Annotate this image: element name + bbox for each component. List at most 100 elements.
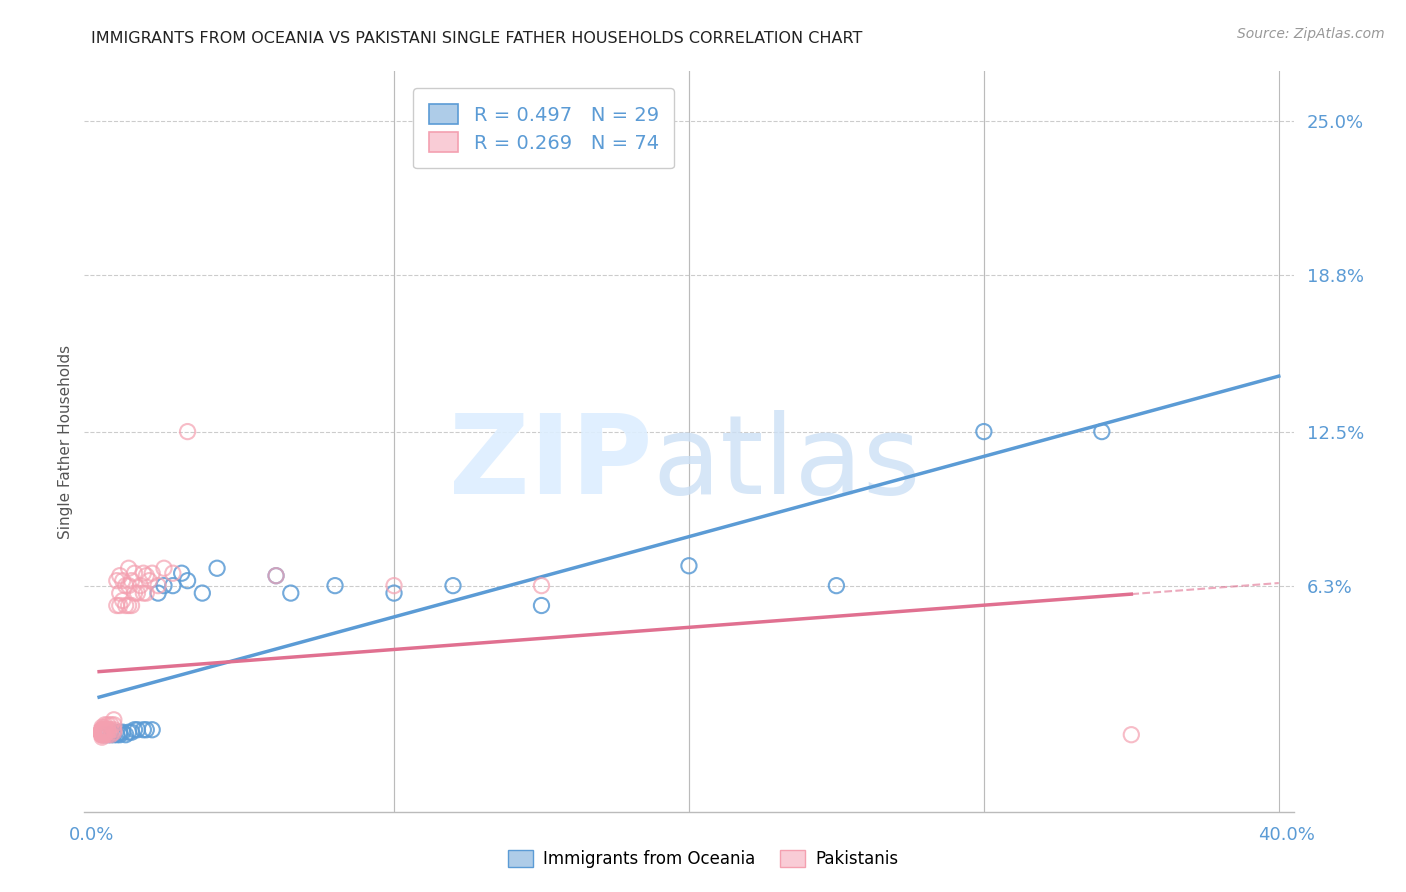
Point bbox=[825, 579, 848, 593]
Point bbox=[530, 599, 553, 613]
Point bbox=[176, 425, 198, 439]
Point bbox=[94, 723, 117, 737]
Point bbox=[91, 723, 114, 737]
Point bbox=[141, 566, 163, 581]
Point bbox=[146, 586, 169, 600]
Point bbox=[91, 720, 114, 734]
Point bbox=[135, 723, 157, 737]
Point bbox=[108, 599, 131, 613]
Text: IMMIGRANTS FROM OCEANIA VS PAKISTANI SINGLE FATHER HOUSEHOLDS CORRELATION CHART: IMMIGRANTS FROM OCEANIA VS PAKISTANI SIN… bbox=[91, 31, 863, 46]
Point bbox=[97, 723, 120, 737]
Point bbox=[105, 599, 128, 613]
Point bbox=[1121, 728, 1143, 742]
Text: Source: ZipAtlas.com: Source: ZipAtlas.com bbox=[1237, 27, 1385, 41]
Point bbox=[973, 425, 995, 439]
Point bbox=[382, 579, 405, 593]
Point bbox=[103, 723, 125, 737]
Point bbox=[94, 725, 117, 739]
Point bbox=[91, 728, 114, 742]
Point bbox=[264, 568, 287, 582]
Point bbox=[94, 725, 117, 739]
Point bbox=[94, 728, 117, 742]
Point bbox=[91, 725, 114, 739]
Point bbox=[91, 730, 114, 744]
Point bbox=[103, 725, 125, 739]
Point bbox=[121, 574, 143, 588]
Point bbox=[162, 566, 184, 581]
Point bbox=[108, 586, 131, 600]
Point bbox=[138, 574, 160, 588]
Point bbox=[97, 718, 120, 732]
Point bbox=[108, 568, 131, 582]
Point bbox=[91, 728, 114, 742]
Point bbox=[94, 723, 117, 737]
Point bbox=[91, 728, 114, 742]
Point bbox=[132, 586, 155, 600]
Point bbox=[91, 728, 114, 742]
Point bbox=[117, 725, 139, 739]
Point bbox=[108, 725, 131, 739]
Point bbox=[91, 728, 114, 742]
Point bbox=[264, 568, 287, 582]
Point bbox=[91, 728, 114, 742]
Point bbox=[91, 725, 114, 739]
Text: atlas: atlas bbox=[652, 410, 921, 517]
Point bbox=[117, 599, 139, 613]
Point bbox=[121, 599, 143, 613]
Point bbox=[91, 723, 114, 737]
Point bbox=[105, 728, 128, 742]
Point bbox=[91, 723, 114, 737]
Point bbox=[117, 561, 139, 575]
Point bbox=[129, 579, 152, 593]
Point bbox=[153, 579, 176, 593]
Legend: R = 0.497   N = 29, R = 0.269   N = 74: R = 0.497 N = 29, R = 0.269 N = 74 bbox=[413, 88, 675, 169]
Point bbox=[108, 728, 131, 742]
Point bbox=[135, 586, 157, 600]
Point bbox=[1091, 425, 1114, 439]
Point bbox=[100, 723, 122, 737]
Point bbox=[111, 725, 134, 739]
Point bbox=[162, 579, 184, 593]
Point bbox=[135, 568, 157, 582]
Point bbox=[170, 566, 193, 581]
Point bbox=[132, 566, 155, 581]
Point bbox=[103, 728, 125, 742]
Point bbox=[146, 579, 169, 593]
Point bbox=[124, 723, 146, 737]
Point bbox=[121, 725, 143, 739]
Text: 0.0%: 0.0% bbox=[69, 826, 114, 844]
Point bbox=[153, 561, 176, 575]
Y-axis label: Single Father Households: Single Father Households bbox=[58, 344, 73, 539]
Point bbox=[100, 728, 122, 742]
Point bbox=[97, 728, 120, 742]
Point bbox=[111, 574, 134, 588]
Point bbox=[382, 586, 405, 600]
Point bbox=[91, 723, 114, 737]
Point bbox=[323, 579, 346, 593]
Point bbox=[141, 723, 163, 737]
Point bbox=[114, 599, 136, 613]
Point bbox=[114, 579, 136, 593]
Point bbox=[124, 586, 146, 600]
Legend: Immigrants from Oceania, Pakistanis: Immigrants from Oceania, Pakistanis bbox=[501, 843, 905, 875]
Point bbox=[117, 579, 139, 593]
Point bbox=[91, 723, 114, 737]
Text: ZIP: ZIP bbox=[450, 410, 652, 517]
Text: 40.0%: 40.0% bbox=[1258, 826, 1315, 844]
Point bbox=[114, 728, 136, 742]
Point bbox=[127, 586, 149, 600]
Point bbox=[111, 593, 134, 607]
Point bbox=[132, 723, 155, 737]
Point bbox=[97, 723, 120, 737]
Point bbox=[94, 720, 117, 734]
Point bbox=[97, 728, 120, 742]
Point bbox=[97, 725, 120, 739]
Point bbox=[103, 713, 125, 727]
Point bbox=[94, 718, 117, 732]
Point bbox=[103, 725, 125, 739]
Point bbox=[280, 586, 302, 600]
Point bbox=[100, 728, 122, 742]
Point bbox=[91, 725, 114, 739]
Point bbox=[176, 574, 198, 588]
Point bbox=[94, 725, 117, 739]
